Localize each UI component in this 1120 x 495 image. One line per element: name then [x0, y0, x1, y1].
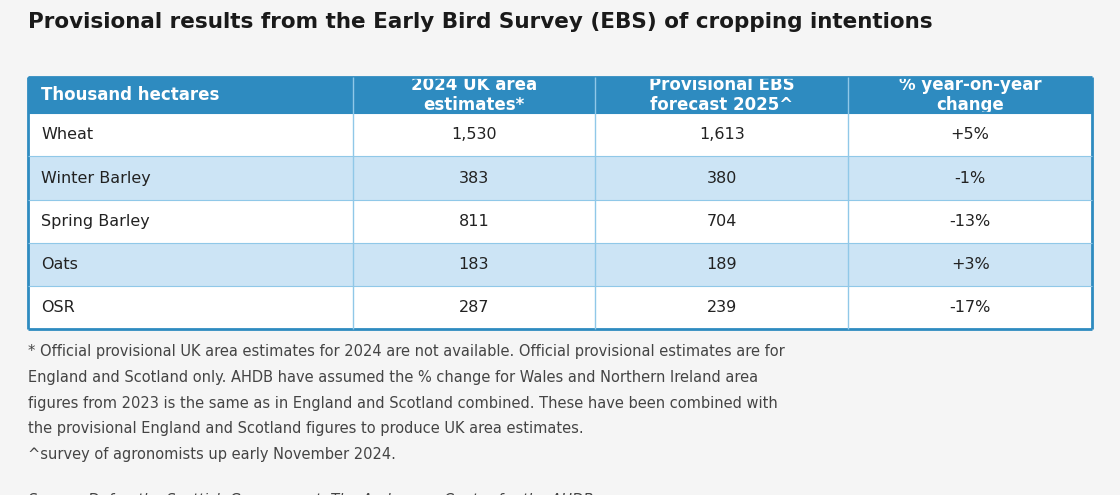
Text: 183: 183: [458, 257, 489, 272]
Text: Wheat: Wheat: [41, 127, 94, 143]
Text: 287: 287: [458, 300, 489, 315]
Text: 383: 383: [459, 171, 489, 186]
Text: 239: 239: [707, 300, 737, 315]
Text: Provisional results from the Early Bird Survey (EBS) of cropping intentions: Provisional results from the Early Bird …: [28, 12, 933, 32]
Text: * Official provisional UK area estimates for 2024 are not available. Official pr: * Official provisional UK area estimates…: [28, 344, 785, 359]
Text: Winter Barley: Winter Barley: [41, 171, 151, 186]
Text: OSR: OSR: [41, 300, 75, 315]
Text: 2024 UK area
estimates*: 2024 UK area estimates*: [411, 76, 536, 114]
Text: 704: 704: [707, 214, 737, 229]
Text: -13%: -13%: [950, 214, 991, 229]
Text: 811: 811: [458, 214, 489, 229]
Text: -1%: -1%: [954, 171, 986, 186]
Text: 189: 189: [707, 257, 737, 272]
Text: England and Scotland only. AHDB have assumed the % change for Wales and Northern: England and Scotland only. AHDB have ass…: [28, 370, 758, 385]
Text: figures from 2023 is the same as in England and Scotland combined. These have be: figures from 2023 is the same as in Engl…: [28, 396, 777, 410]
Text: the provisional England and Scotland figures to produce UK area estimates.: the provisional England and Scotland fig…: [28, 421, 584, 436]
Text: Provisional EBS
forecast 2025^: Provisional EBS forecast 2025^: [648, 76, 794, 114]
Text: 380: 380: [707, 171, 737, 186]
Text: 1,530: 1,530: [451, 127, 496, 143]
Text: +3%: +3%: [951, 257, 990, 272]
Text: Source: Defra, the Scottish Government, The Andersons Centre for the AHDB.: Source: Defra, the Scottish Government, …: [28, 493, 598, 495]
Text: +5%: +5%: [951, 127, 990, 143]
Text: 1,613: 1,613: [699, 127, 745, 143]
Text: Spring Barley: Spring Barley: [41, 214, 150, 229]
Text: Thousand hectares: Thousand hectares: [41, 86, 220, 104]
Text: % year-on-year
change: % year-on-year change: [899, 76, 1042, 114]
Text: ^survey of agronomists up early November 2024.: ^survey of agronomists up early November…: [28, 447, 395, 462]
Text: -17%: -17%: [950, 300, 991, 315]
Text: Oats: Oats: [41, 257, 78, 272]
